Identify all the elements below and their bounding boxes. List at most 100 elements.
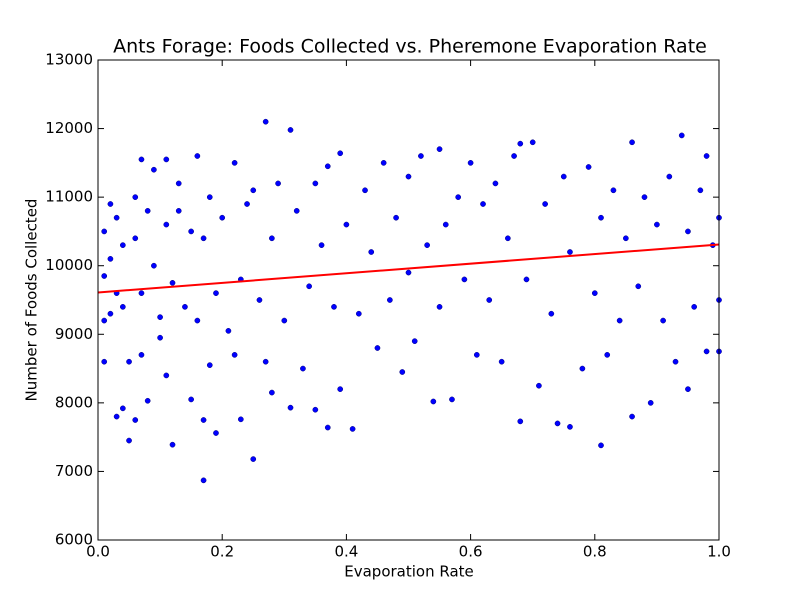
scatter-point [163,221,170,228]
scatter-point [138,156,145,163]
scatter-point [206,194,213,200]
scatter-point [175,180,182,187]
scatter-point [654,221,660,228]
scatter-point [635,283,642,290]
x-tick-label: 0.4 [334,543,358,561]
scatter-point [300,365,306,372]
scatter-point [144,208,151,214]
scatter-point [343,221,350,228]
scatter-point [660,317,666,324]
scatter-point [157,314,163,320]
scatter-point [206,362,213,368]
scatter-point [151,166,157,173]
scatter-point [554,420,561,427]
scatter-point [511,153,517,159]
scatter-point [523,276,530,283]
y-tick-label: 12000 [45,119,93,137]
scatter-point [262,358,269,365]
scatter-point [672,358,679,365]
scatter-point [113,214,120,221]
y-tick-label: 10000 [45,256,93,274]
scatter-point [647,400,654,406]
scatter-point [269,235,275,242]
scatter-point [380,160,387,166]
scatter-point [107,310,114,317]
scatter-point [194,317,201,324]
scatter-point [697,187,704,194]
scatter-point [678,132,685,139]
scatter-point [126,437,132,444]
scatter-point [200,477,207,484]
x-tick-label: 0.0 [86,543,110,561]
scatter-point [374,345,381,351]
scatter-point [424,242,430,248]
scatter-point [641,194,648,200]
scatter-point [517,418,524,425]
scatter-point [175,208,182,214]
scatter-point [113,413,120,420]
scatter-point [312,406,319,413]
scatter-point [331,304,337,310]
scatter-point [169,280,176,286]
scatter-point [629,139,635,146]
scatter-point [287,127,294,133]
scatter-point [430,398,437,405]
scatter-point [262,118,269,125]
scatter-point [560,173,567,180]
scatter-point [219,214,226,221]
scatter-point [604,352,611,358]
x-tick-label: 0.6 [459,543,483,561]
scatter-point [492,180,499,187]
scatter-point [337,386,344,392]
y-axis-label: Number of Foods Collected [23,199,41,402]
scatter-point [163,372,170,379]
scatter-point [144,397,151,404]
scatter-point [505,235,511,242]
scatter-point [231,352,238,358]
scatter-point [256,297,263,303]
scatter-point [629,413,635,420]
scatter-point [132,235,139,242]
scatter-point [101,317,108,324]
scatter-point [101,273,108,279]
scatter-point [368,249,375,255]
scatter-point [119,242,126,248]
scatter-point [480,201,486,207]
x-tick-label: 1.0 [707,543,731,561]
scatter-point [101,228,108,235]
y-tick-label: 9000 [55,325,93,343]
scatter-point [337,150,344,157]
chart-title: Ants Forage: Foods Collected vs. Pheremo… [113,36,707,58]
scatter-point [399,369,406,375]
scatter-point [579,365,586,372]
scatter-point [623,235,629,242]
scatter-point [126,358,132,365]
scatter-point [436,304,443,310]
scatter-point [101,358,108,365]
scatter-point [194,153,201,159]
scatter-point [591,290,598,296]
scatter-point [200,235,207,242]
scatter-point [610,187,617,194]
scatter-point [182,304,188,310]
scatter-point [107,201,114,207]
scatter-point [355,310,362,317]
scatter-point [666,173,673,180]
scatter-point [498,358,505,365]
scatter-point [536,382,542,389]
scatter-point [387,297,393,303]
scatter-point [163,156,170,163]
y-tick-label: 11000 [45,188,93,206]
scatter-point [213,290,219,296]
scatter-point [138,352,145,358]
scatter-point [542,201,548,207]
scatter-point [685,386,691,392]
scatter-point [324,424,331,431]
scatter-point [269,389,275,396]
scatter-point [411,338,418,344]
scatter-point [107,256,114,262]
scatter-point [324,163,331,170]
scatter-point [225,328,232,334]
scatter-point [449,396,455,403]
scatter-point [200,417,207,423]
